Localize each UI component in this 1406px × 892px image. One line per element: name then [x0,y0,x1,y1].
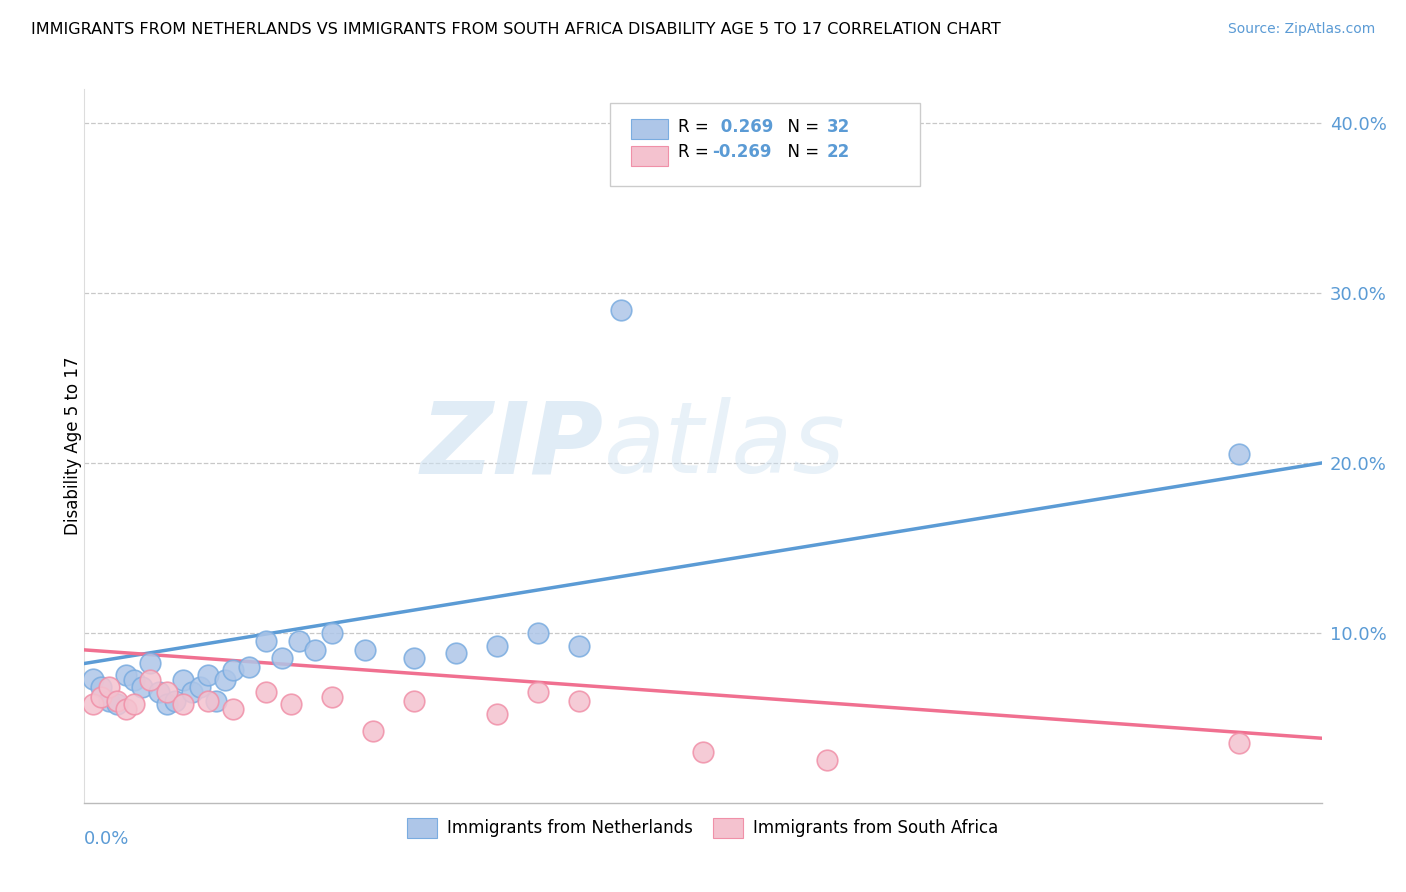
Point [222,663,245,677]
Point [156,698,179,712]
Point [404,651,426,665]
Point [222,702,245,716]
Point [238,660,260,674]
Text: atlas: atlas [605,398,845,494]
Text: Source: ZipAtlas.com: Source: ZipAtlas.com [1227,22,1375,37]
Text: 0.269: 0.269 [716,118,773,136]
Point [180,685,202,699]
Point [254,634,277,648]
Point [197,694,219,708]
Point [139,657,162,671]
Point [82,698,104,712]
Text: IMMIGRANTS FROM NETHERLANDS VS IMMIGRANTS FROM SOUTH AFRICA DISABILITY AGE 5 TO : IMMIGRANTS FROM NETHERLANDS VS IMMIGRANT… [31,22,1001,37]
Point [197,668,219,682]
Text: R =: R = [678,144,714,161]
Point [98,694,121,708]
Point [172,673,194,688]
Point [288,634,311,648]
Point [165,694,187,708]
Point [131,680,153,694]
Text: N =: N = [778,144,824,161]
Point [271,651,294,665]
Legend: Immigrants from Netherlands, Immigrants from South Africa: Immigrants from Netherlands, Immigrants … [399,810,1007,846]
Point [114,702,136,716]
Point [105,698,128,712]
Point [156,685,179,699]
Point [122,698,145,712]
Point [188,680,211,694]
FancyBboxPatch shape [610,103,920,186]
Point [444,646,467,660]
Point [815,753,838,767]
Y-axis label: Disability Age 5 to 17: Disability Age 5 to 17 [65,357,82,535]
Text: -0.269: -0.269 [711,144,770,161]
Point [122,673,145,688]
Point [280,698,302,712]
Point [1227,736,1250,750]
FancyBboxPatch shape [631,120,668,139]
Point [404,694,426,708]
Point [214,673,236,688]
Point [114,668,136,682]
Text: R =: R = [678,118,714,136]
Text: ZIP: ZIP [420,398,605,494]
Point [485,640,508,654]
Point [82,672,104,686]
Point [98,680,121,694]
Point [568,694,591,708]
Point [609,303,631,318]
Point [205,694,228,708]
Point [1227,448,1250,462]
Point [148,685,170,699]
Text: 0.0%: 0.0% [84,830,129,848]
Point [105,694,128,708]
Point [361,724,384,739]
Point [527,626,550,640]
Point [353,643,375,657]
Text: N =: N = [778,118,824,136]
Point [321,626,343,640]
Point [254,685,277,699]
Point [304,643,326,657]
Point [692,745,714,759]
Point [321,690,343,705]
Text: 32: 32 [827,118,851,136]
Text: 22: 22 [827,144,851,161]
Point [172,698,194,712]
Point [527,685,550,699]
Point [90,690,112,705]
Point [139,673,162,688]
FancyBboxPatch shape [631,146,668,166]
Point [568,640,591,654]
Point [90,680,112,694]
Point [485,707,508,722]
